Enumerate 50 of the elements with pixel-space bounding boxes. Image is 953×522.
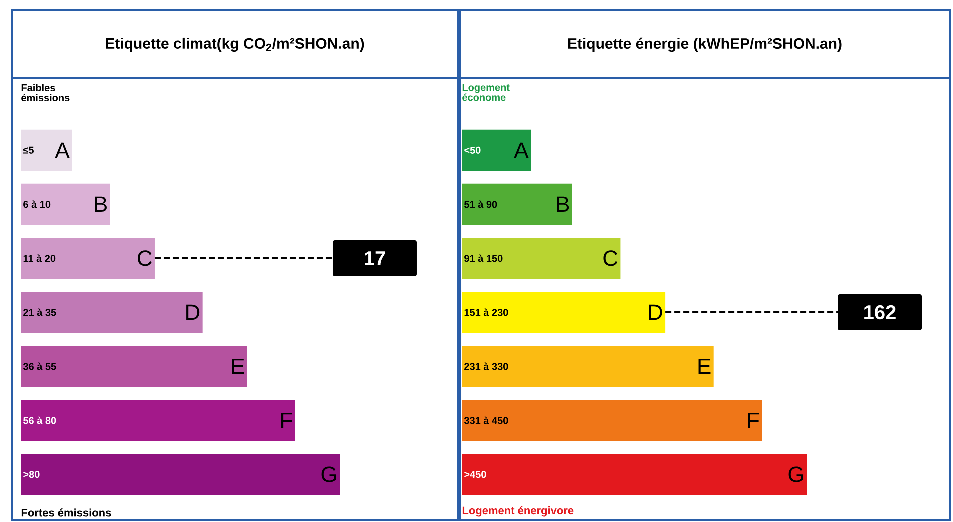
bar xyxy=(21,238,155,279)
y-tick-label: E xyxy=(698,358,711,374)
chart-title: Etiquette énergie (kWhEP/m²SHON.an) xyxy=(568,38,842,52)
y-tick-label: C xyxy=(604,250,618,266)
annotation: ≤5 xyxy=(23,146,34,154)
chart-title: Etiquette climat(kg CO$_{2}$/m²SHON.an) xyxy=(106,38,364,52)
annotation: 36 à 55 xyxy=(23,362,56,370)
y-tick-label: G xyxy=(322,466,336,482)
bar xyxy=(21,292,203,334)
bar xyxy=(21,184,110,225)
bar xyxy=(21,130,72,171)
text: 17 xyxy=(365,252,386,266)
annotation: 21 à 35 xyxy=(24,308,56,316)
bar xyxy=(21,454,340,496)
y-tick-label: E xyxy=(232,358,244,374)
text: 162 xyxy=(864,305,896,320)
bar xyxy=(462,346,714,388)
bar xyxy=(462,454,807,496)
bar xyxy=(21,346,248,388)
annotation: 56 à 80 xyxy=(24,416,56,424)
annotation: 331 à 450 xyxy=(464,416,508,424)
y-tick-label: A xyxy=(55,142,70,158)
y-tick-label: F xyxy=(748,412,760,428)
y-tick-label: C xyxy=(138,250,152,266)
annotation: >450 xyxy=(464,471,486,478)
y-tick-label: B xyxy=(95,196,107,212)
annotation: 51 à 90 xyxy=(464,200,498,208)
y-tick-label: D xyxy=(649,304,662,320)
y-tick-label: G xyxy=(788,466,804,482)
bar xyxy=(462,238,621,279)
annotation: 151 à 230 xyxy=(464,308,508,316)
y-tick-label: D xyxy=(186,304,200,320)
bar xyxy=(462,400,762,442)
bar xyxy=(462,184,572,225)
text: Logement économe xyxy=(462,84,510,102)
annotation: 231 à 330 xyxy=(464,362,508,370)
y-tick-label: B xyxy=(557,196,570,212)
y-tick-label: F xyxy=(282,412,292,428)
text: Faibles émissions xyxy=(22,84,70,102)
annotation: 91 à 150 xyxy=(464,254,503,262)
y-tick-label: A xyxy=(514,142,529,158)
bar xyxy=(462,130,532,171)
bar xyxy=(21,400,296,442)
text: Fortes émissions xyxy=(22,508,112,517)
annotation: 11 à 20 xyxy=(24,254,56,262)
annotation: 6 à 10 xyxy=(24,200,51,208)
annotation: <50 xyxy=(464,146,481,154)
bar xyxy=(462,292,666,334)
text: Logement énergivore xyxy=(462,506,574,517)
annotation: >80 xyxy=(24,471,40,478)
